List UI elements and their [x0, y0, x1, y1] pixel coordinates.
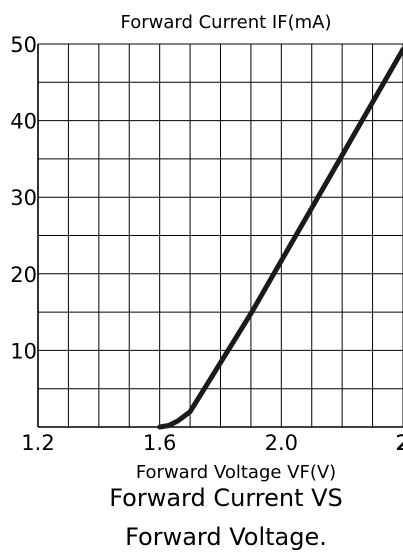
y-tick-label: 30	[10, 186, 37, 210]
x-tick-label: 1.2	[21, 431, 54, 455]
grid	[37, 43, 403, 428]
x-axis-label: Forward Voltage VF(V)	[136, 462, 336, 483]
y-tick-label: 50	[10, 33, 37, 57]
x-tick-label: 2.0	[265, 431, 298, 455]
x-tick-label: 2	[395, 431, 403, 455]
if-vf-curve	[157, 46, 403, 430]
y-tick-label: 10	[10, 339, 37, 363]
x-tick-label: 1.6	[143, 431, 176, 455]
y-tick-label: 40	[10, 110, 37, 134]
x-tick-label: 2	[396, 431, 403, 455]
caption-line-2: Forward Voltage.	[125, 523, 327, 551]
y-tick-label: 20	[10, 263, 37, 287]
series-layer	[157, 46, 403, 430]
chart-title: Forward Current IF(mA)	[121, 12, 332, 33]
caption-line-1: Forward Current VS	[109, 484, 343, 512]
